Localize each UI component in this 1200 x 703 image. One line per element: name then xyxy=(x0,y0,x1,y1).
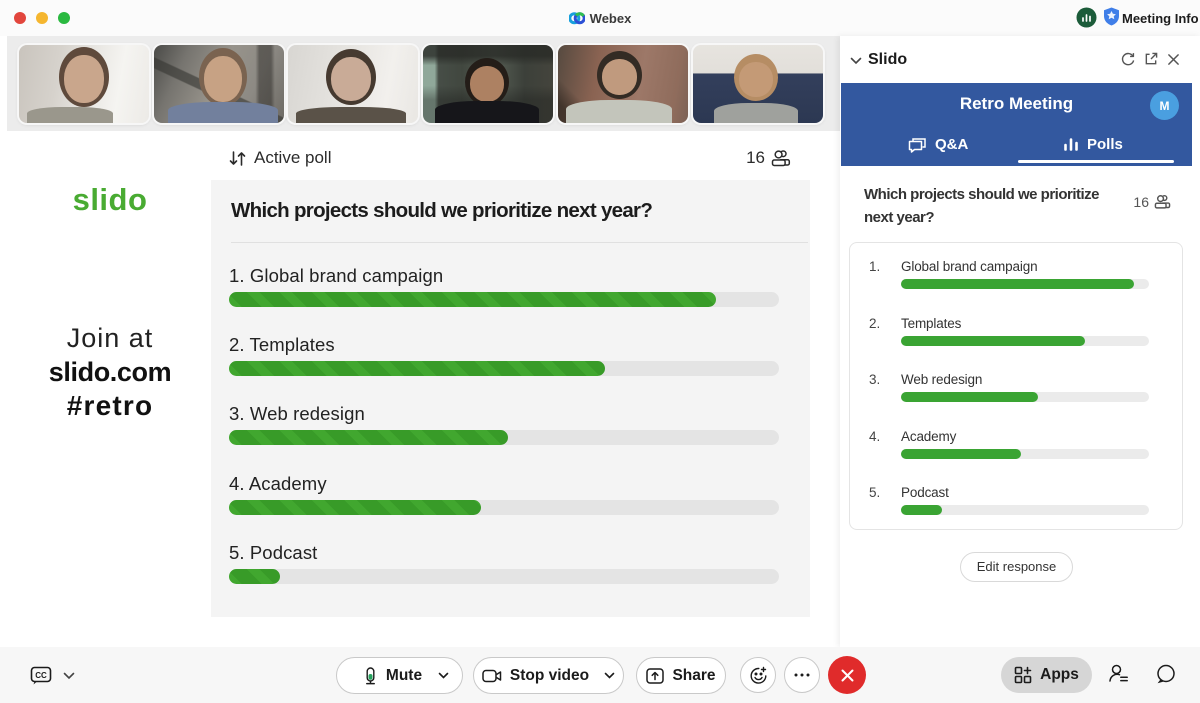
svg-text:CC: CC xyxy=(35,671,47,680)
